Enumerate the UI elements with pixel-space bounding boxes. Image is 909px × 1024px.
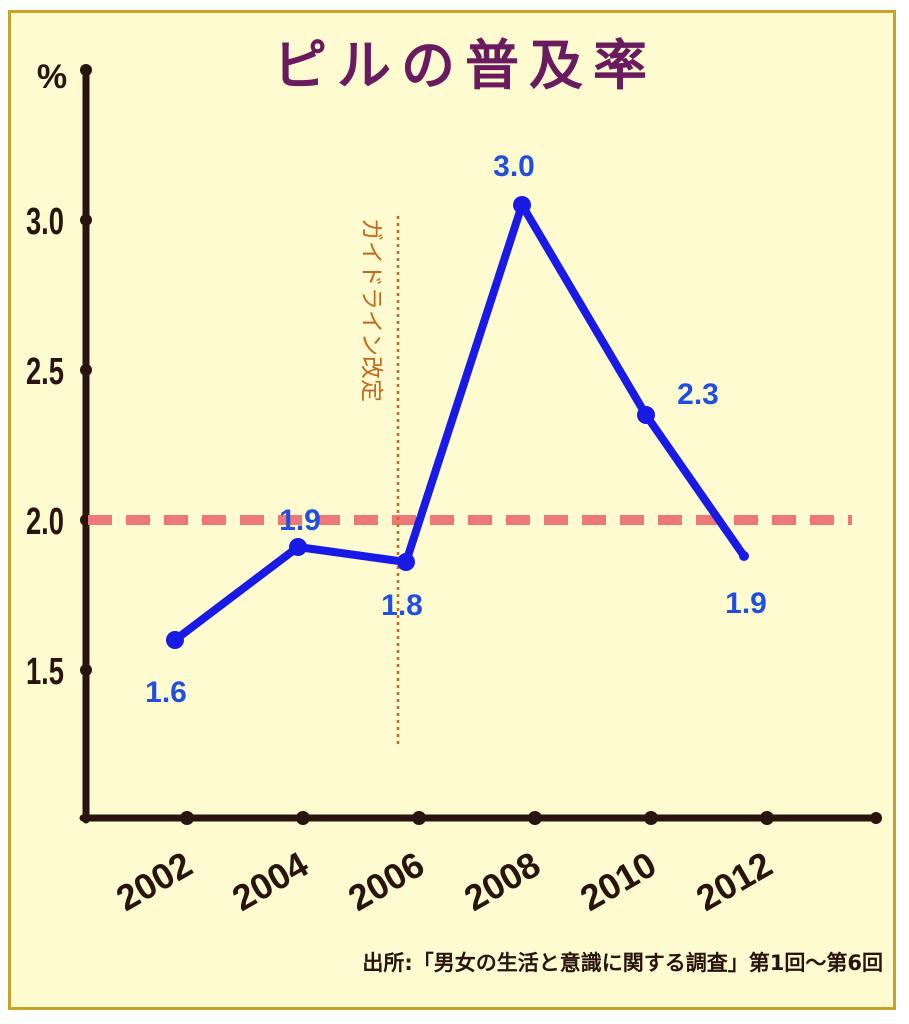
x-tick-label: 2006 <box>341 843 431 919</box>
y-axis-end-dot <box>80 64 92 76</box>
data-label: 2.3 <box>677 378 719 411</box>
y-tick-label: 2.5 <box>26 351 64 393</box>
x-tick-mark <box>412 811 426 825</box>
data-point <box>513 196 531 214</box>
data-label: 1.8 <box>381 589 423 622</box>
x-tick-label: 2008 <box>457 843 547 919</box>
chart-frame <box>8 10 896 1010</box>
series-line <box>171 201 748 644</box>
y-tick-label: 3.0 <box>26 201 64 243</box>
x-tick-label: 2004 <box>225 843 315 919</box>
y-tick-mark <box>80 664 92 676</box>
data-point <box>397 553 415 571</box>
data-point <box>637 406 655 424</box>
x-tick-mark <box>760 811 774 825</box>
y-tick-label: 1.5 <box>26 651 64 693</box>
data-points <box>166 196 749 649</box>
x-ticks: 2002 2004 2006 2008 2010 2012 <box>109 811 779 919</box>
data-labels: 1.6 1.9 1.8 3.0 2.3 1.9 <box>145 150 767 709</box>
source-note: 出所:「男女の生活と意識に関する調査」第1回～第6回 <box>362 951 883 975</box>
axes <box>79 64 882 824</box>
y-tick-mark <box>80 214 92 226</box>
y-ticks: 1.5 2.0 2.5 3.0 <box>26 201 92 693</box>
data-point <box>166 631 184 649</box>
x-tick-label: 2012 <box>689 843 779 919</box>
chart-title: ピルの普及率 <box>273 34 657 97</box>
x-tick-mark <box>180 811 194 825</box>
data-label: 1.6 <box>145 676 187 709</box>
x-tick-mark <box>528 811 542 825</box>
y-axis-unit: % <box>37 58 67 96</box>
x-tick-label: 2010 <box>573 843 663 919</box>
x-tick-label: 2002 <box>109 843 199 919</box>
y-tick-mark <box>80 364 92 376</box>
data-point <box>739 551 749 561</box>
x-tick-mark <box>644 811 658 825</box>
x-tick-mark <box>296 811 310 825</box>
data-label: 1.9 <box>279 504 321 537</box>
data-point <box>289 538 307 556</box>
data-label: 3.0 <box>493 150 535 183</box>
data-label: 1.9 <box>725 587 767 620</box>
guideline-revision-label: ガイドライン改定 <box>358 218 384 402</box>
x-axis-end-dot <box>870 812 882 824</box>
y-tick-label: 2.0 <box>26 501 64 543</box>
